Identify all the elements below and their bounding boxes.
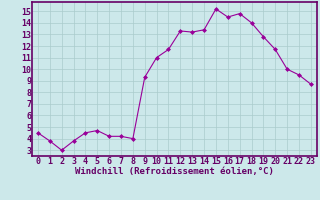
X-axis label: Windchill (Refroidissement éolien,°C): Windchill (Refroidissement éolien,°C) <box>75 167 274 176</box>
